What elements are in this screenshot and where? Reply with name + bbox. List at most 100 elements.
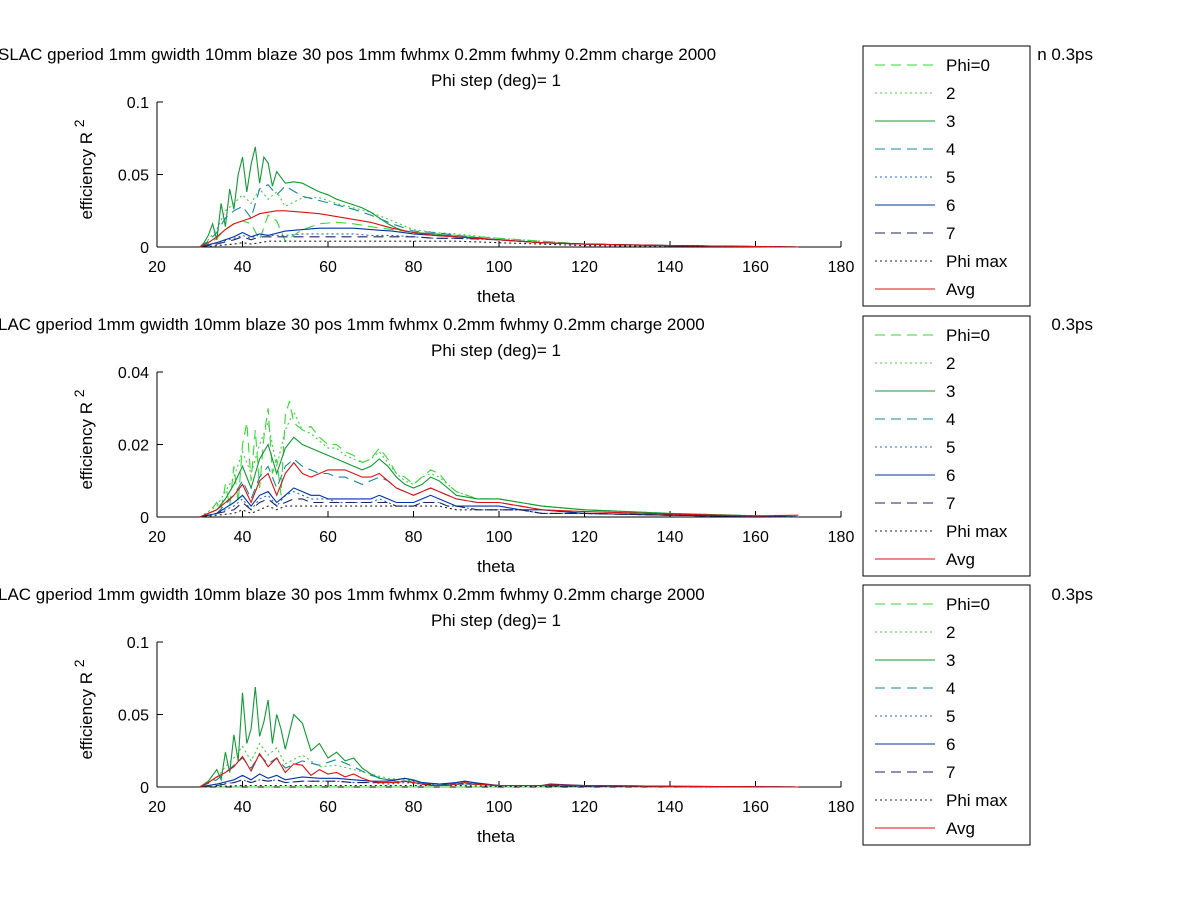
- series-line-7: [199, 498, 799, 518]
- legend-entry: 6: [946, 196, 955, 215]
- x-axis-label: theta: [477, 287, 515, 306]
- series-line-4: [199, 184, 799, 248]
- series-line-9: [199, 210, 799, 248]
- x-tick-label: 120: [571, 529, 598, 546]
- legend-box: [862, 315, 1031, 577]
- x-tick-label: 140: [657, 799, 684, 816]
- y-tick-label: 0.04: [118, 365, 149, 382]
- series-line-4: [199, 458, 799, 518]
- legend-entry: 6: [946, 466, 955, 485]
- chart-title: SLAC gperiod 1mm gwidth 10mm blaze 30 po…: [0, 45, 716, 64]
- x-tick-label: 20: [148, 529, 166, 546]
- legend-entry: Phi=0: [946, 595, 990, 614]
- x-axis-label: theta: [477, 827, 515, 846]
- y-axis-label: efficiency R 2: [71, 389, 96, 489]
- legend-entry: 4: [946, 140, 955, 159]
- y-tick-label: 0.02: [118, 438, 149, 455]
- legend-entry: 2: [946, 623, 955, 642]
- subplot-1: SLAC gperiod 1mm gwidth 10mm blaze 30 po…: [0, 45, 1093, 307]
- x-tick-label: 40: [234, 529, 252, 546]
- y-tick-label: 0.1: [127, 635, 149, 652]
- x-tick-label: 160: [742, 529, 769, 546]
- legend-entry: 3: [946, 112, 955, 131]
- legend-entry: 7: [946, 763, 955, 782]
- legend-entry: 3: [946, 382, 955, 401]
- chart-subtitle: Phi step (deg)= 1: [431, 71, 561, 90]
- y-tick-label: 0.05: [118, 708, 149, 725]
- subplot-3: LAC gperiod 1mm gwidth 10mm blaze 30 pos…: [0, 584, 1093, 846]
- chart-title-tail: n 0.3ps: [1037, 45, 1093, 64]
- legend-entry: 3: [946, 651, 955, 670]
- legend-entry: 5: [946, 707, 955, 726]
- y-tick-label: 0: [140, 240, 149, 257]
- y-tick-label: 0: [140, 510, 149, 527]
- series-line-8: [199, 240, 799, 248]
- series-line-9: [199, 461, 799, 518]
- series-line-2: [199, 742, 799, 788]
- x-tick-label: 80: [405, 259, 423, 276]
- y-tick-label: 0: [140, 780, 149, 797]
- x-tick-label: 180: [828, 799, 855, 816]
- x-tick-label: 120: [571, 259, 598, 276]
- chart-title: LAC gperiod 1mm gwidth 10mm blaze 30 pos…: [0, 315, 705, 334]
- x-tick-label: 40: [234, 799, 252, 816]
- legend-entry: 7: [946, 224, 955, 243]
- chart-title-tail: 0.3ps: [1051, 315, 1093, 334]
- series-line-6: [199, 487, 799, 518]
- x-tick-label: 20: [148, 259, 166, 276]
- y-axis-label: efficiency R 2: [71, 119, 96, 219]
- chart-title-tail: 0.3ps: [1051, 585, 1093, 604]
- x-tick-label: 180: [828, 529, 855, 546]
- x-tick-label: 120: [571, 799, 598, 816]
- legend-entry: Phi max: [946, 522, 1008, 541]
- y-tick-label: 0.1: [127, 95, 149, 112]
- x-tick-label: 180: [828, 259, 855, 276]
- series-line-2: [199, 188, 799, 248]
- legend-box: [862, 45, 1031, 307]
- series-line-3: [199, 146, 799, 248]
- legend-entry: 2: [946, 84, 955, 103]
- chart-subtitle: Phi step (deg)= 1: [431, 611, 561, 630]
- legend-entry: 4: [946, 679, 955, 698]
- legend-entry: Avg: [946, 819, 975, 838]
- x-tick-label: 20: [148, 799, 166, 816]
- chart-title: LAC gperiod 1mm gwidth 10mm blaze 30 pos…: [0, 585, 705, 604]
- chart-subtitle: Phi step (deg)= 1: [431, 341, 561, 360]
- x-tick-label: 40: [234, 259, 252, 276]
- series-line-9: [199, 752, 799, 788]
- x-tick-label: 100: [486, 799, 513, 816]
- subplot-2: LAC gperiod 1mm gwidth 10mm blaze 30 pos…: [0, 315, 1093, 577]
- x-tick-label: 80: [405, 799, 423, 816]
- legend-entry: 6: [946, 735, 955, 754]
- series-line-8: [199, 784, 799, 788]
- legend-entry: Phi max: [946, 791, 1008, 810]
- x-tick-label: 160: [742, 259, 769, 276]
- y-tick-label: 0.05: [118, 168, 149, 185]
- x-tick-label: 60: [319, 799, 337, 816]
- legend-entry: 7: [946, 494, 955, 513]
- series-line-3: [199, 436, 799, 518]
- series-line-3: [199, 686, 799, 788]
- series-line-7: [199, 779, 799, 788]
- legend-entry: Avg: [946, 550, 975, 569]
- x-tick-label: 140: [657, 529, 684, 546]
- x-axis-label: theta: [477, 557, 515, 576]
- x-tick-label: 60: [319, 259, 337, 276]
- legend-entry: Avg: [946, 280, 975, 299]
- x-tick-label: 160: [742, 799, 769, 816]
- legend-entry: 5: [946, 168, 955, 187]
- series-line-1: [199, 400, 799, 518]
- legend-entry: Phi=0: [946, 56, 990, 75]
- x-tick-label: 100: [486, 529, 513, 546]
- y-axis-label: efficiency R 2: [71, 659, 96, 759]
- legend-entry: 4: [946, 410, 955, 429]
- legend-entry: Phi max: [946, 252, 1008, 271]
- x-tick-label: 140: [657, 259, 684, 276]
- legend-entry: 2: [946, 354, 955, 373]
- x-tick-label: 80: [405, 529, 423, 546]
- x-tick-label: 60: [319, 529, 337, 546]
- x-tick-label: 100: [486, 259, 513, 276]
- legend-entry: Phi=0: [946, 326, 990, 345]
- legend-box: [862, 584, 1031, 846]
